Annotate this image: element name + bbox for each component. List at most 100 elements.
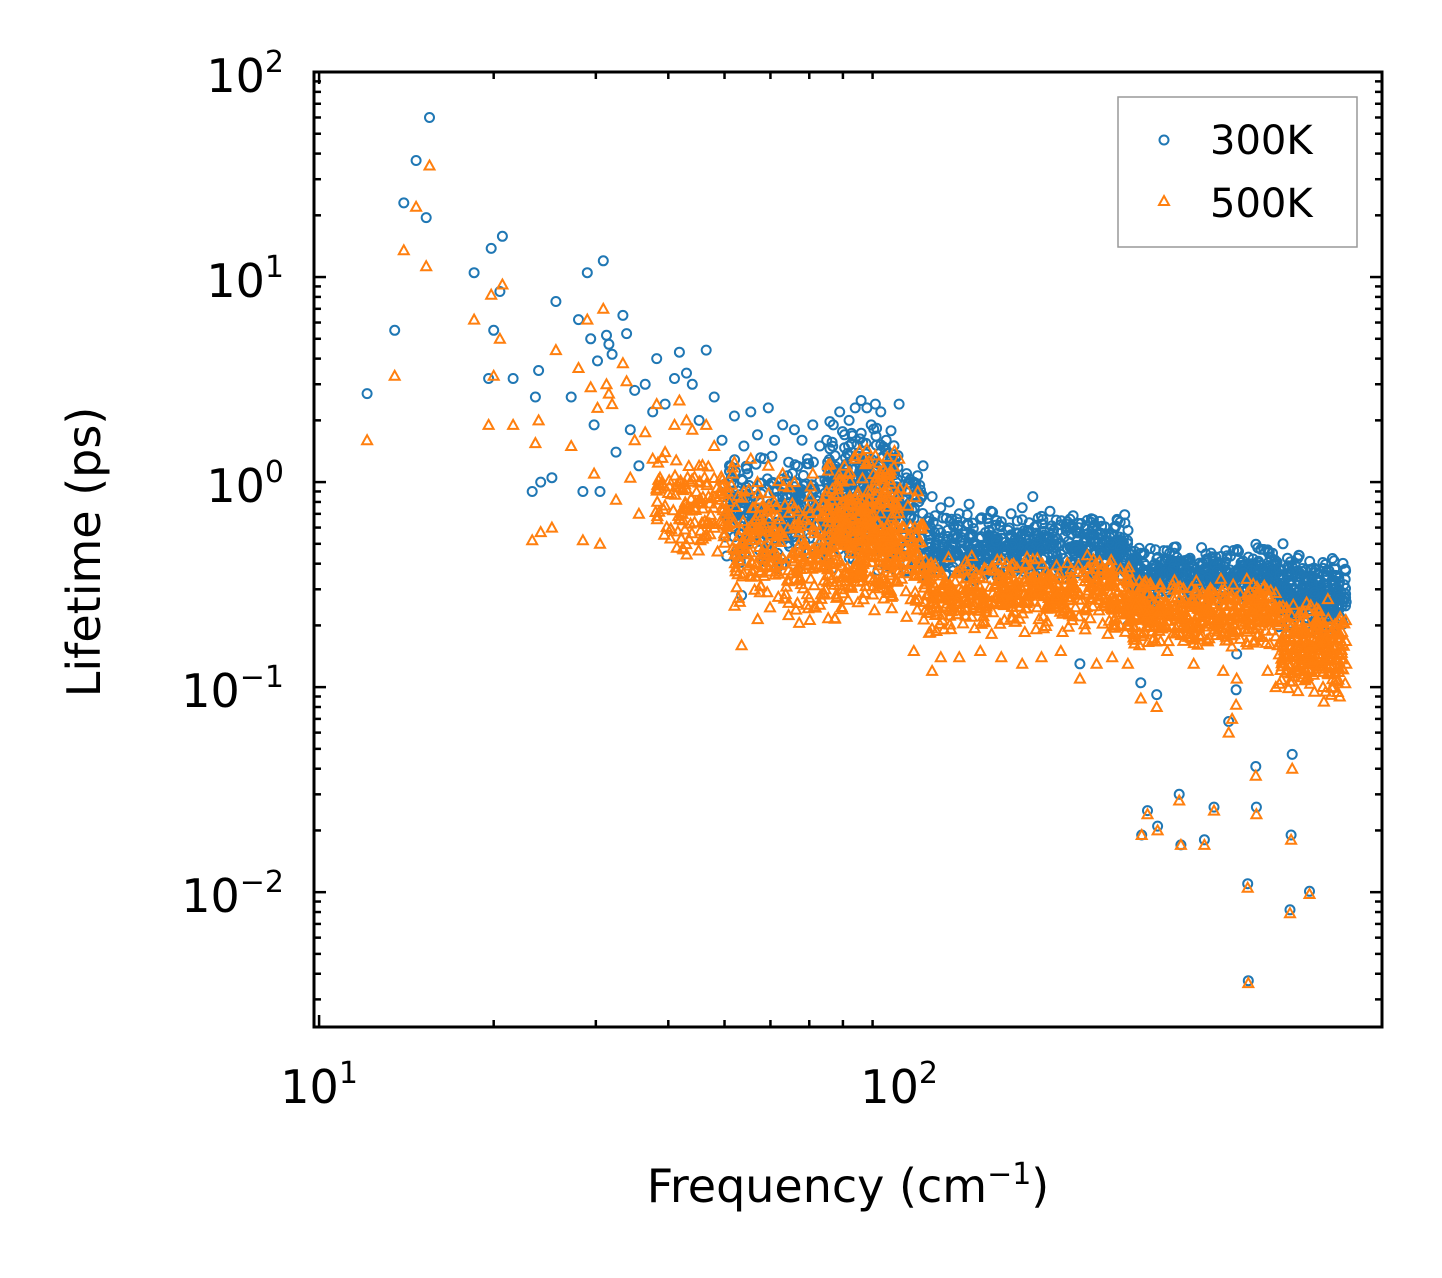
- data-point: [485, 242, 497, 254]
- data-point: [752, 429, 763, 441]
- data-point: [834, 599, 849, 612]
- data-point: [1300, 572, 1312, 584]
- data-point: [758, 547, 773, 560]
- data-point: [1293, 549, 1305, 561]
- data-point: [875, 406, 887, 418]
- data-point: [700, 515, 715, 528]
- data-point: [803, 612, 817, 625]
- data-point: [707, 470, 721, 483]
- x-axis-label: Frequency (cm−1): [647, 1157, 1050, 1213]
- data-point: [1237, 567, 1249, 579]
- data-point: [1074, 658, 1086, 670]
- data-point: [777, 419, 789, 431]
- data-point: [745, 406, 757, 418]
- y-tick-label: 101: [206, 250, 284, 308]
- data-point: [680, 547, 694, 560]
- data-point: [1198, 834, 1210, 846]
- data-point: [1220, 556, 1231, 568]
- data-point: [774, 534, 788, 547]
- data-point: [664, 487, 679, 500]
- data-point: [860, 437, 872, 449]
- data-point: [814, 440, 826, 452]
- data-point: [1304, 885, 1315, 897]
- data-point: [1027, 491, 1039, 503]
- data-point: [729, 499, 743, 512]
- data-point: [707, 516, 721, 529]
- data-point: [1142, 805, 1153, 817]
- data-point: [783, 456, 795, 468]
- data-point: [757, 568, 771, 581]
- data-point: [689, 484, 704, 497]
- data-point: [488, 324, 500, 336]
- data-point: [827, 419, 839, 431]
- legend-label-300k: 300K: [1210, 118, 1314, 164]
- data-point: [1022, 525, 1034, 536]
- data-point: [629, 384, 641, 396]
- data-point: [1283, 585, 1295, 597]
- data-point: [983, 550, 995, 562]
- data-point: [792, 615, 806, 628]
- data-point: [770, 509, 784, 522]
- data-point: [821, 522, 835, 535]
- data-point: [1326, 553, 1338, 564]
- data-point: [761, 486, 776, 499]
- data-point: [716, 434, 728, 446]
- data-point: [1074, 527, 1086, 539]
- data-point: [846, 430, 858, 442]
- data-point: [1044, 505, 1056, 517]
- data-point: [650, 494, 664, 507]
- data-point: [1317, 557, 1329, 568]
- data-point: [483, 373, 495, 384]
- data-point: [699, 527, 714, 540]
- data-point: [707, 520, 722, 533]
- data-point: [1173, 788, 1185, 800]
- data-point: [866, 572, 881, 585]
- data-point: [676, 541, 690, 554]
- data-point: [803, 458, 815, 470]
- data-point: [758, 453, 770, 465]
- data-point: [565, 391, 577, 403]
- data-point: [937, 512, 949, 524]
- data-point: [684, 503, 699, 516]
- data-point: [901, 468, 913, 480]
- data-point: [771, 589, 785, 602]
- data-point: [684, 491, 698, 504]
- data-point: [834, 406, 846, 418]
- data-point: [984, 532, 996, 544]
- data-point: [760, 585, 774, 598]
- data-point: [929, 540, 941, 552]
- data-point: [1262, 544, 1274, 556]
- data-point: [738, 440, 750, 452]
- data-point: [1254, 571, 1266, 583]
- data-point: [1055, 519, 1067, 531]
- data-point: [1036, 543, 1048, 555]
- data-point: [949, 528, 961, 540]
- data-point: [962, 518, 974, 529]
- data-point: [869, 398, 881, 410]
- data-point: [1181, 556, 1193, 567]
- data-point: [866, 587, 880, 600]
- data-point: [990, 535, 1002, 547]
- data-point: [807, 578, 821, 591]
- data-point: [926, 491, 938, 503]
- data-point: [668, 468, 682, 481]
- data-point: [722, 494, 737, 507]
- data-point: [1149, 558, 1161, 570]
- data-point: [1252, 542, 1264, 554]
- data-point: [1161, 553, 1173, 565]
- data-point: [1080, 520, 1092, 532]
- data-point: [1011, 515, 1023, 527]
- data-point: [826, 436, 838, 448]
- x-tick-label: 102: [860, 1056, 938, 1114]
- data-point: [803, 505, 817, 518]
- data-point: [577, 486, 589, 497]
- data-point: [389, 324, 401, 336]
- data-point: [789, 602, 803, 615]
- data-point: [742, 558, 756, 571]
- data-point: [705, 491, 719, 504]
- data-point: [861, 402, 873, 414]
- data-point: [788, 424, 800, 436]
- data-point: [535, 476, 547, 488]
- data-point: [1176, 570, 1188, 582]
- data-point: [845, 580, 859, 593]
